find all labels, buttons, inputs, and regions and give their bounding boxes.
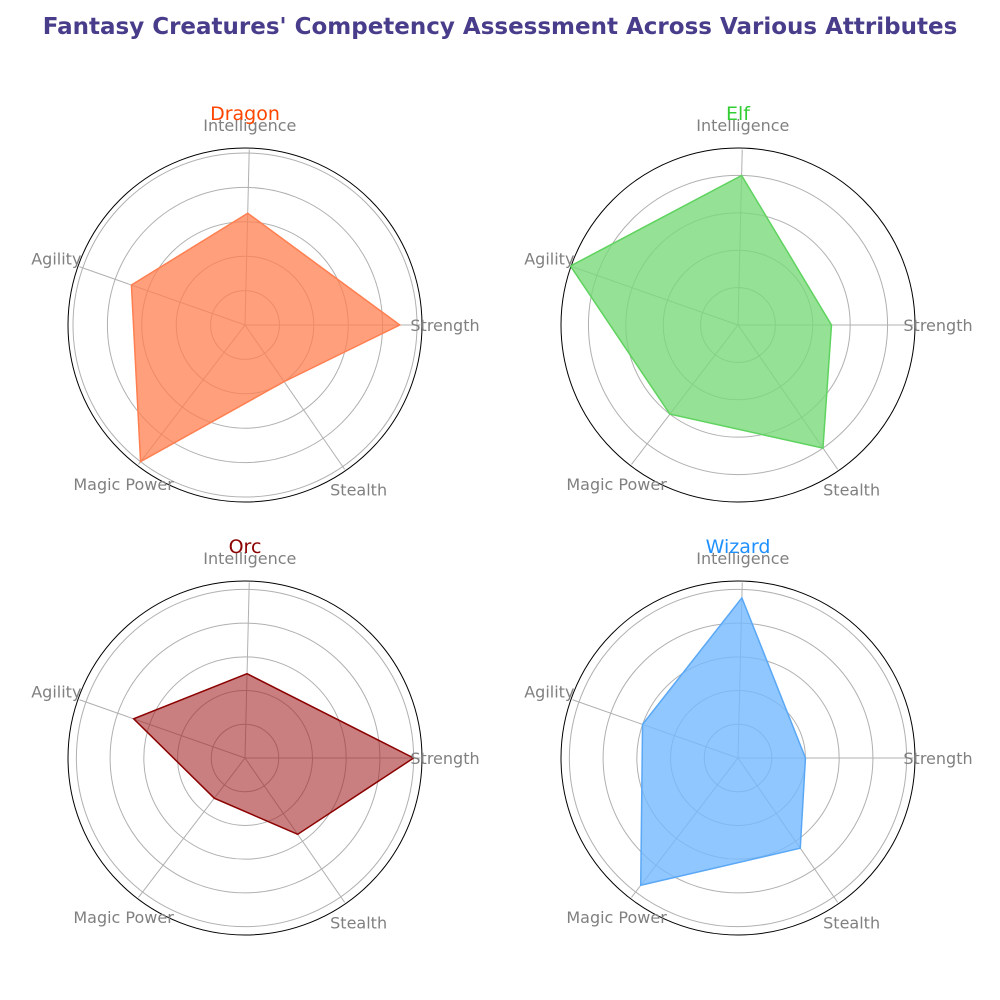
- axis-label-magic-power: Magic Power: [566, 475, 667, 494]
- polar-frame: [560, 147, 916, 503]
- axis-label-agility: Agility: [31, 683, 81, 702]
- axis-label-stealth: Stealth: [823, 481, 880, 500]
- radar-panel-orc: Strength Intelligence Agility Magic Power St…: [31, 536, 480, 936]
- panel-title-dragon: Dragon: [210, 103, 280, 125]
- chart-title: Fantasy Creatures' Competency Assessment…: [42, 14, 958, 40]
- series-area-orc: [132, 672, 416, 836]
- polar-frame: [67, 580, 423, 936]
- axis-label-strength: Strength: [903, 316, 972, 335]
- polar-frame: [560, 580, 916, 936]
- panel-title-elf: Elf: [726, 103, 751, 125]
- axis-label-agility: Agility: [524, 250, 574, 269]
- axis-label-strength: Strength: [410, 749, 479, 768]
- axis-label-strength: Strength: [903, 749, 972, 768]
- axis-label-stealth: Stealth: [823, 914, 880, 933]
- series-area-wizard: [639, 596, 807, 887]
- axis-label-intelligence: Intelligence: [696, 549, 789, 568]
- axis-label-strength: Strength: [410, 316, 479, 335]
- axis-label-magic-power: Magic Power: [73, 475, 174, 494]
- radar-panel-elf: Strength Intelligence Agility Magic Power St…: [524, 103, 973, 503]
- axis-label-stealth: Stealth: [330, 914, 387, 933]
- axis-label-intelligence: Intelligence: [203, 549, 296, 568]
- axis-label-stealth: Stealth: [330, 481, 387, 500]
- radar-panel-wizard: Strength Intelligence Agility Magic Power St…: [524, 536, 973, 936]
- axis-label-agility: Agility: [31, 250, 81, 269]
- axis-label-magic-power: Magic Power: [566, 908, 667, 927]
- axis-label-intelligence: Intelligence: [696, 116, 789, 135]
- series-area-elf: [569, 174, 833, 450]
- axis-label-magic-power: Magic Power: [73, 908, 174, 927]
- series-area-dragon: [130, 212, 402, 463]
- radar-panel-dragon: Strength Intelligence Agility Magic Power St…: [31, 103, 480, 503]
- polar-frame: [67, 147, 423, 503]
- panel-title-wizard: Wizard: [706, 536, 771, 558]
- panel-title-orc: Orc: [229, 536, 262, 558]
- axis-label-agility: Agility: [524, 683, 574, 702]
- axis-label-intelligence: Intelligence: [203, 116, 296, 135]
